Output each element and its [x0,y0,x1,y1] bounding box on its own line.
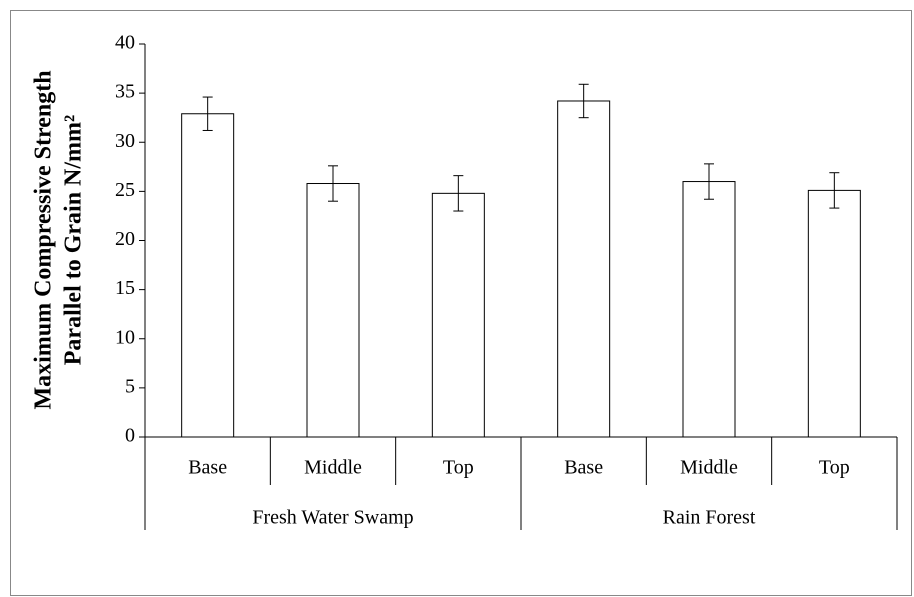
y-label-line: Parallel to Grain N/mm² [61,115,87,365]
y-tick-label: 30 [115,130,135,152]
x-tick-label: Middle [304,457,362,479]
frame [10,10,912,596]
y-label-line: Maximum Compressive Strength [31,70,57,409]
bar [306,183,360,438]
x-tick-label: Base [564,457,603,479]
y-tick-label: 5 [125,375,135,397]
y-tick-label: 25 [115,179,135,201]
x-tick-label: Middle [680,457,738,479]
y-tick-label: 35 [115,81,135,103]
group-label: Rain Forest [663,507,756,529]
bar [682,181,736,438]
bar [557,100,611,438]
x-tick-label: Top [443,457,474,479]
bar [431,192,485,438]
y-tick-label: 20 [115,228,135,250]
y-tick-label: 0 [125,425,135,447]
group-label: Fresh Water Swamp [252,507,413,529]
bar [181,113,235,438]
y-label: Maximum Compressive Strength Parallel to… [31,70,87,409]
y-tick-label: 15 [115,277,135,299]
bar [807,189,861,438]
y-tick-label: 10 [115,326,135,348]
x-tick-label: Base [188,457,227,479]
x-tick-label: Top [819,457,850,479]
y-tick-label: 40 [115,32,135,54]
